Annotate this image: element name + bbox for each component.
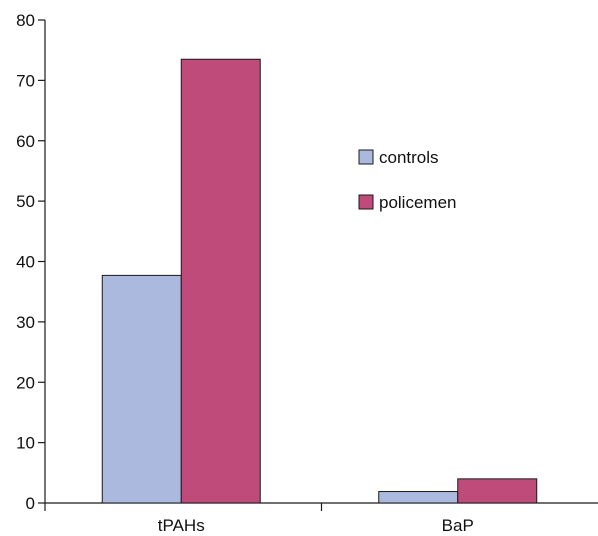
- bar-policemen-tPAHs: [180, 58, 261, 504]
- y-tick-label: 10: [16, 434, 35, 453]
- y-tick-label: 50: [16, 192, 35, 211]
- x-tick-label: BaP: [442, 516, 474, 535]
- bars: [101, 58, 538, 504]
- y-axis-ticks: 0 10 20 30 40 50 60 70 80: [16, 11, 45, 513]
- legend-label: policemen: [379, 193, 457, 212]
- y-tick-label: 60: [16, 132, 35, 151]
- legend-swatch-policemen: [358, 194, 374, 210]
- bar-controls-tPAHs: [101, 274, 182, 504]
- legend-label: controls: [379, 148, 439, 167]
- y-tick-label: 40: [16, 253, 35, 272]
- y-tick-label: 0: [26, 494, 35, 513]
- y-tick-label: 20: [16, 373, 35, 392]
- y-tick-label: 80: [16, 11, 35, 30]
- x-axis-labels: tPAHs BaP: [158, 516, 474, 535]
- bar-policemen-BaP: [457, 478, 538, 504]
- bar-controls-BaP: [378, 491, 459, 504]
- y-tick-label: 30: [16, 313, 35, 332]
- legend-swatch-controls: [358, 149, 374, 165]
- x-tick-label: tPAHs: [158, 516, 205, 535]
- legend: controls policemen: [358, 148, 457, 212]
- y-tick-label: 70: [16, 71, 35, 90]
